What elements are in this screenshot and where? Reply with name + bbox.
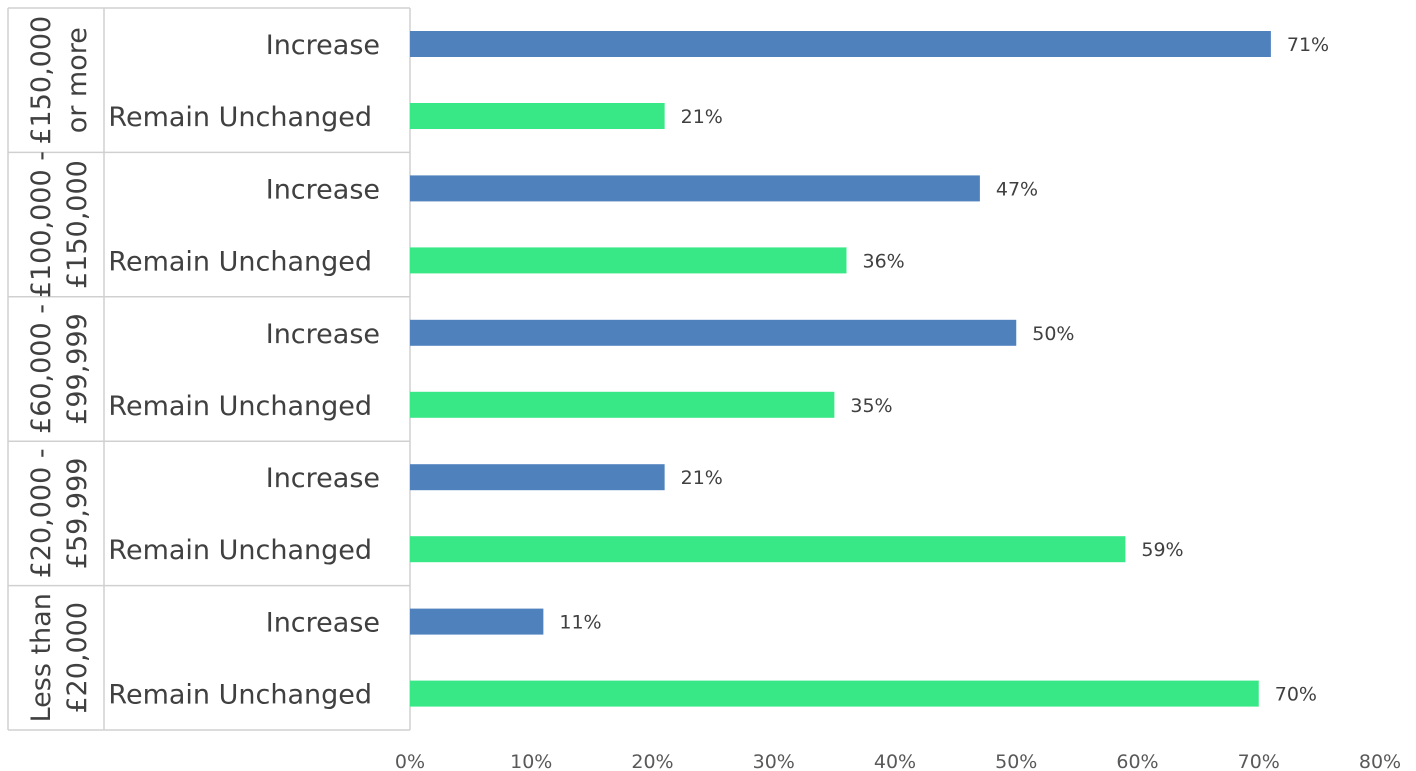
- data-label: 21%: [681, 467, 723, 489]
- category-labels: Increase Remain Unchanged Increase Remain U…: [108, 30, 380, 711]
- bar: [410, 536, 1126, 563]
- data-label: 59%: [1141, 539, 1183, 561]
- category-label: Remain Unchanged: [108, 102, 372, 133]
- group-label-line: £60,000 -: [26, 304, 57, 434]
- x-tick-label: 60%: [1116, 751, 1158, 771]
- data-label: 47%: [996, 178, 1038, 200]
- bar: [410, 175, 980, 202]
- bar: [410, 608, 544, 635]
- bar: [410, 391, 835, 418]
- bar: [410, 103, 665, 129]
- group-label: Less than £20,000: [26, 593, 93, 722]
- group-label-line: £100,000 -: [26, 151, 57, 298]
- category-label: Increase: [266, 174, 380, 205]
- x-tick-label: 40%: [874, 751, 916, 771]
- category-label: Increase: [266, 30, 380, 61]
- x-tick-label: 10%: [510, 751, 552, 771]
- bar: [410, 464, 665, 491]
- group-label: £60,000 - £99,999: [26, 304, 93, 434]
- group-label-line: £20,000: [62, 602, 93, 714]
- data-label: 70%: [1275, 684, 1317, 706]
- bar: [410, 247, 847, 274]
- x-tick-label: 80%: [1359, 751, 1401, 771]
- data-label: 11%: [559, 612, 601, 634]
- x-tick-label: 30%: [753, 751, 795, 771]
- x-tick-label: 50%: [995, 751, 1037, 771]
- group-label-line: £59,999: [62, 458, 93, 570]
- category-label: Increase: [266, 319, 380, 350]
- category-label: Remain Unchanged: [108, 680, 372, 711]
- data-label: 50%: [1032, 323, 1074, 345]
- category-label: Increase: [266, 463, 380, 494]
- x-axis-ticks: 0% 10% 20% 30% 40% 50% 60% 70% 80%: [395, 751, 1401, 771]
- bar: [410, 680, 1259, 707]
- data-label: 36%: [863, 250, 905, 272]
- x-tick-label: 70%: [1238, 751, 1280, 771]
- group-label-line: £99,999: [62, 313, 93, 425]
- group-label-line: Less than: [26, 593, 57, 722]
- category-label: Remain Unchanged: [108, 246, 372, 277]
- group-label: £100,000 - £150,000: [26, 151, 93, 298]
- group-label-line: £150,000: [26, 16, 57, 145]
- x-tick-label: 20%: [631, 751, 673, 771]
- group-label-line: £20,000 -: [26, 448, 57, 578]
- bars: [410, 31, 1271, 707]
- group-label-line: £150,000: [62, 160, 93, 289]
- bar: [410, 319, 1017, 346]
- category-label: Remain Unchanged: [108, 391, 372, 422]
- x-tick-label: 0%: [395, 751, 425, 771]
- category-label: Increase: [266, 608, 380, 639]
- group-label: £150,000 or more: [26, 16, 93, 145]
- group-label: £20,000 - £59,999: [26, 448, 93, 578]
- data-label: 35%: [850, 395, 892, 417]
- data-labels: 71% 21% 47% 36% 50% 35% 21% 59% 11% 70%: [559, 34, 1329, 706]
- group-labels: £150,000 or more£100,000 - £150,000£60,000…: [26, 16, 93, 723]
- data-label: 21%: [681, 106, 723, 128]
- category-label: Remain Unchanged: [108, 535, 372, 566]
- bar: [410, 31, 1271, 57]
- data-label: 71%: [1287, 34, 1329, 56]
- group-label-line: or more: [62, 27, 93, 133]
